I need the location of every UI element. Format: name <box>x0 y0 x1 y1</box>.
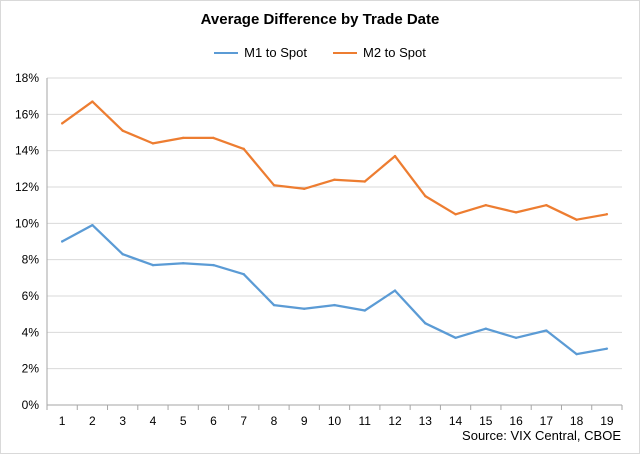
series-2-point-9 <box>303 187 306 191</box>
x-tick-label-5: 5 <box>180 414 187 428</box>
y-tick-label-4: 4% <box>22 325 40 339</box>
y-tick-label-2: 2% <box>22 362 40 376</box>
legend-swatch-m1 <box>214 51 239 54</box>
series-2-point-7 <box>242 147 245 151</box>
x-tick-label-1: 1 <box>59 414 66 428</box>
series-2-point-6 <box>212 136 215 140</box>
series-2-point-17 <box>545 203 548 207</box>
series-1-point-9 <box>303 307 306 310</box>
legend-swatch-m2 <box>333 51 357 54</box>
series-1-point-12 <box>393 289 397 292</box>
series-1-point-10 <box>333 303 336 307</box>
y-tick-label-14: 14% <box>15 144 39 158</box>
x-tick-label-13: 13 <box>419 414 433 428</box>
x-tick-label-6: 6 <box>210 414 217 428</box>
y-tick-label-6: 6% <box>22 289 40 303</box>
x-tick-label-3: 3 <box>119 414 126 428</box>
legend-label-m1: M1 to Spot <box>244 45 307 60</box>
x-tick-label-2: 2 <box>89 414 96 428</box>
series-2-point-13 <box>424 194 427 198</box>
series-1-point-6 <box>212 263 215 267</box>
series-1-point-7 <box>242 273 245 276</box>
x-tick-label-15: 15 <box>479 414 493 428</box>
x-tick-label-9: 9 <box>301 414 308 428</box>
y-tick-label-0: 0% <box>22 398 40 412</box>
x-tick-label-12: 12 <box>388 414 402 428</box>
series-2-point-18 <box>575 218 578 221</box>
series-1-point-4 <box>151 263 155 267</box>
series-2-point-3 <box>121 129 124 132</box>
series-2-point-10 <box>333 178 336 181</box>
chart-title: Average Difference by Trade Date <box>200 11 440 28</box>
series-2-point-8 <box>272 183 276 187</box>
x-tick-label-7: 7 <box>240 414 247 428</box>
x-tick-label-11: 11 <box>359 414 372 428</box>
series-line-2 <box>61 100 608 221</box>
series-1-point-2 <box>91 223 94 227</box>
y-tick-label-8: 8% <box>22 253 40 267</box>
series-2-point-2 <box>91 100 94 103</box>
series-2-point-19 <box>605 213 609 216</box>
y-tick-label-18: 18% <box>15 71 39 85</box>
x-tick-label-4: 4 <box>150 414 157 428</box>
x-tick-label-17: 17 <box>540 414 554 428</box>
series-1-point-14 <box>454 336 457 339</box>
series-2-point-15 <box>484 203 488 207</box>
source-note: Source: VIX Central, CBOE <box>462 428 621 443</box>
series-1-point-1 <box>60 240 64 243</box>
y-tick-label-16: 16% <box>15 107 39 121</box>
legend-item-m1: M1 to Spot <box>214 45 307 60</box>
series-2-point-16 <box>514 211 518 214</box>
series-1-point-5 <box>181 262 185 265</box>
x-tick-label-16: 16 <box>509 414 523 428</box>
series-2-point-4 <box>151 142 155 145</box>
series-1-point-18 <box>575 352 578 356</box>
series-2-point-1 <box>60 122 64 125</box>
series-1-point-11 <box>363 309 366 312</box>
y-tick-label-10: 10% <box>15 216 39 230</box>
series-line-1 <box>61 223 608 356</box>
legend-label-m2: M2 to Spot <box>363 45 426 60</box>
series-2-point-5 <box>181 136 185 140</box>
x-tick-label-18: 18 <box>570 414 584 428</box>
legend-item-m2: M2 to Spot <box>333 45 426 60</box>
y-tick-label-12: 12% <box>15 180 39 194</box>
series-1-point-17 <box>545 329 548 332</box>
series-1-point-15 <box>484 327 488 330</box>
series-1-point-3 <box>121 253 124 256</box>
chart-legend: M1 to Spot M2 to Spot <box>1 45 639 60</box>
series-1-point-16 <box>514 336 518 339</box>
x-tick-label-10: 10 <box>328 414 342 428</box>
x-tick-label-14: 14 <box>449 414 463 428</box>
series-2-point-14 <box>454 213 457 216</box>
series-1-point-13 <box>424 322 427 325</box>
series-2-point-11 <box>363 180 366 183</box>
series-2-point-12 <box>393 154 397 158</box>
series-1-point-8 <box>272 303 276 307</box>
x-tick-label-8: 8 <box>271 414 278 428</box>
series-1-point-19 <box>605 347 609 350</box>
x-tick-label-19: 19 <box>600 414 614 428</box>
